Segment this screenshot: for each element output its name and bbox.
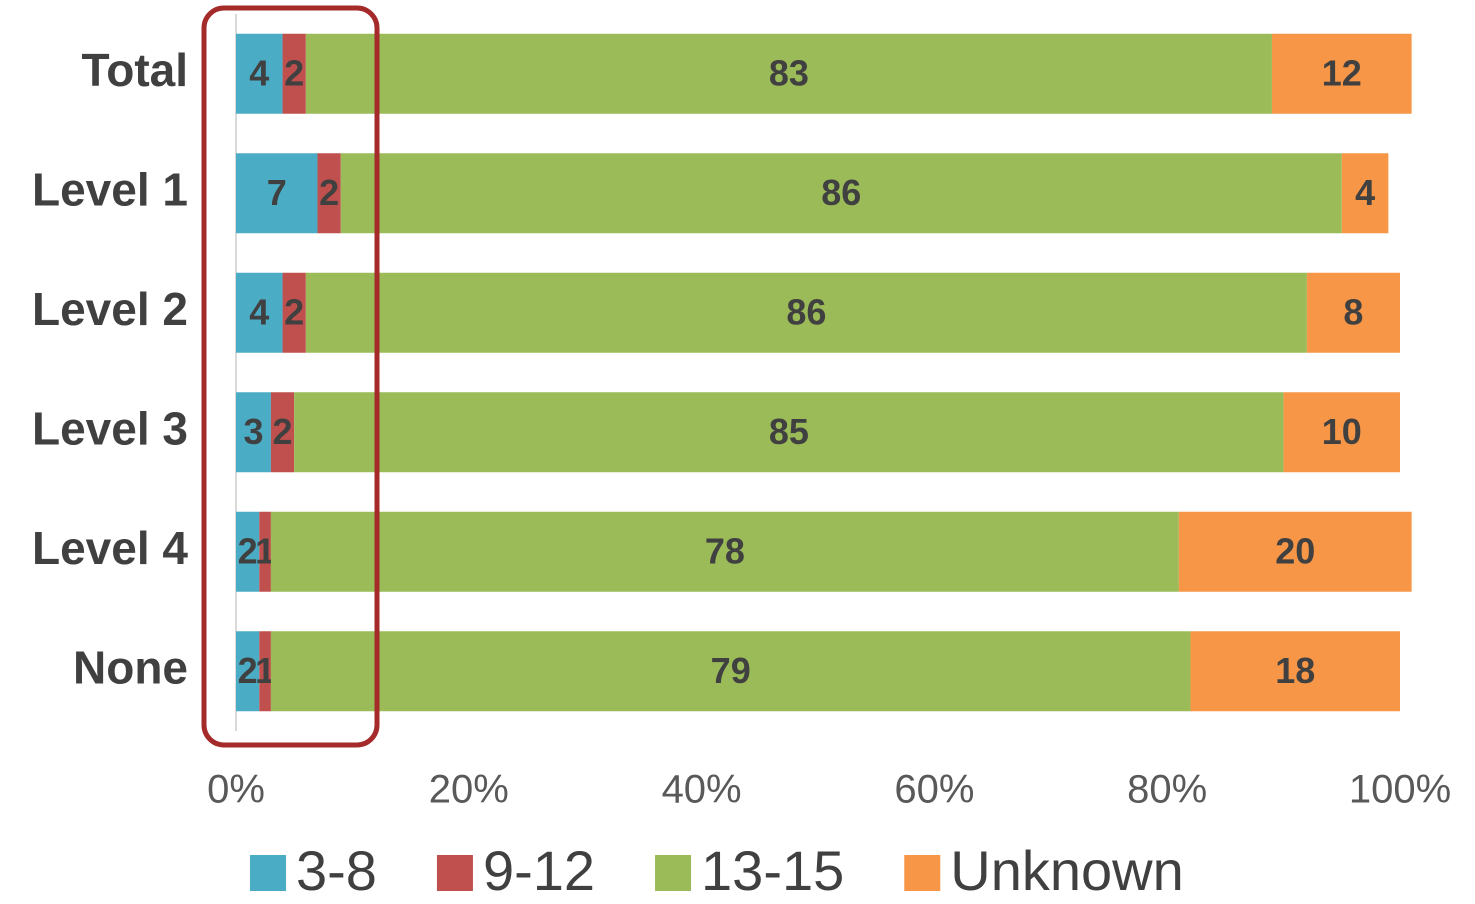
bar-segment (236, 511, 260, 592)
legend-label: 13-15 (701, 839, 844, 899)
legend-label: 9-12 (483, 839, 595, 899)
x-tick-label: 60% (894, 768, 974, 812)
y-tick-label: Level 2 (32, 283, 188, 335)
y-tick-label: Total (82, 44, 188, 96)
data-label: 2 (319, 172, 339, 213)
legend-swatch (436, 855, 473, 891)
legend-label: Unknown (950, 839, 1183, 899)
bar-segment (270, 511, 1179, 592)
legend-swatch (655, 855, 692, 891)
bar-segment (1341, 153, 1389, 234)
data-label: 83 (769, 52, 809, 93)
data-label: 86 (821, 172, 861, 213)
data-label: 1 (255, 530, 275, 571)
x-tick-label: 80% (1127, 768, 1207, 812)
bar-segment (1190, 631, 1400, 712)
data-label: 3 (243, 411, 263, 452)
y-tick-label: None (73, 641, 188, 693)
bar-segment (236, 33, 283, 114)
bar-segment (270, 392, 295, 473)
x-tick-label: 0% (207, 768, 265, 812)
data-label: 85 (769, 411, 809, 452)
data-label: 2 (238, 530, 258, 571)
data-label: 78 (705, 530, 745, 571)
x-tick-label: 40% (662, 768, 742, 812)
bar-segment (282, 272, 306, 353)
bar-segment (305, 272, 1307, 353)
data-label: 86 (786, 291, 826, 332)
data-label: 1 (255, 650, 275, 691)
bar-segment (236, 153, 318, 234)
bar-segment (317, 153, 341, 234)
data-label: 18 (1275, 650, 1315, 691)
bar-segment (236, 272, 283, 353)
x-tick-label: 20% (429, 768, 509, 812)
data-label: 12 (1322, 52, 1362, 93)
data-label: 2 (238, 650, 258, 691)
x-tick-label: 100% (1349, 768, 1451, 812)
data-label: 20 (1275, 530, 1315, 571)
data-label: 8 (1343, 291, 1363, 332)
y-tick-label: Level 1 (32, 163, 188, 215)
bar-segment (1306, 272, 1400, 353)
data-label: 7 (267, 172, 287, 213)
data-label: 2 (284, 52, 304, 93)
data-label: 4 (249, 291, 269, 332)
bar-segment (282, 33, 306, 114)
data-label: 4 (249, 52, 269, 93)
legend-label: 3-8 (296, 839, 377, 899)
bar-segment (340, 153, 1342, 234)
data-label: 10 (1322, 411, 1362, 452)
bar-segment (1178, 511, 1412, 592)
data-label: 4 (1355, 172, 1375, 213)
bar-segment (259, 631, 271, 712)
bar-segment (305, 33, 1272, 114)
data-label: 2 (284, 291, 304, 332)
bar-segment (236, 392, 271, 473)
legend-swatch (904, 855, 941, 891)
bar-segment (236, 631, 260, 712)
legend-swatch (250, 855, 286, 891)
bar-segment (259, 511, 271, 592)
y-tick-label: Level 3 (32, 402, 188, 454)
highlight-box (201, 5, 380, 748)
y-tick-label: Level 4 (32, 522, 188, 574)
bar-segment (1283, 392, 1400, 473)
bar-segment (294, 392, 1284, 473)
data-label: 79 (711, 650, 751, 691)
bar-segment (270, 631, 1191, 712)
data-label: 2 (273, 411, 293, 452)
bar-segment (1271, 33, 1412, 114)
